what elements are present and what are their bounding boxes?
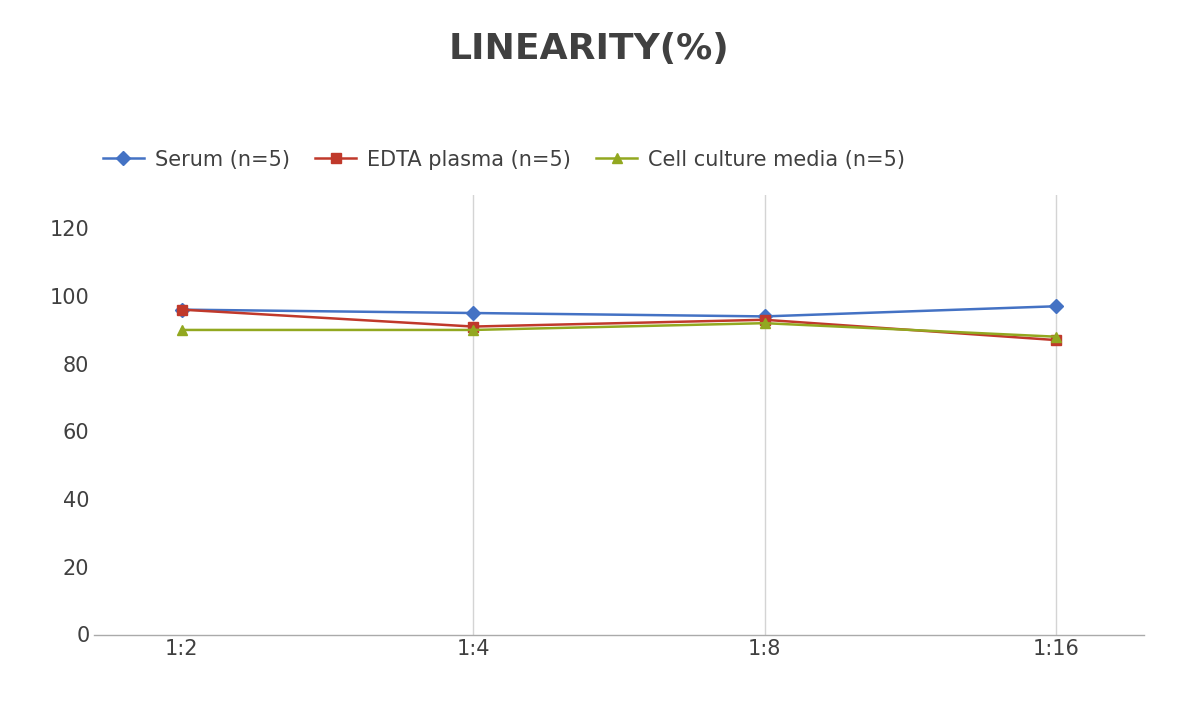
Text: LINEARITY(%): LINEARITY(%) bbox=[449, 32, 730, 66]
Serum (n=5) bbox=[174, 305, 189, 314]
EDTA plasma (n=5) bbox=[1049, 336, 1063, 344]
Serum (n=5) bbox=[466, 309, 480, 317]
Line: Cell culture media (n=5): Cell culture media (n=5) bbox=[177, 319, 1061, 341]
Line: Serum (n=5): Serum (n=5) bbox=[177, 302, 1061, 321]
Serum (n=5) bbox=[1049, 302, 1063, 310]
Serum (n=5) bbox=[758, 312, 772, 321]
EDTA plasma (n=5) bbox=[758, 316, 772, 324]
Line: EDTA plasma (n=5): EDTA plasma (n=5) bbox=[177, 305, 1061, 345]
Cell culture media (n=5) bbox=[174, 326, 189, 334]
Cell culture media (n=5) bbox=[758, 319, 772, 327]
Cell culture media (n=5) bbox=[1049, 333, 1063, 341]
EDTA plasma (n=5) bbox=[174, 305, 189, 314]
Legend: Serum (n=5), EDTA plasma (n=5), Cell culture media (n=5): Serum (n=5), EDTA plasma (n=5), Cell cul… bbox=[94, 141, 913, 178]
Cell culture media (n=5) bbox=[466, 326, 480, 334]
EDTA plasma (n=5) bbox=[466, 322, 480, 331]
